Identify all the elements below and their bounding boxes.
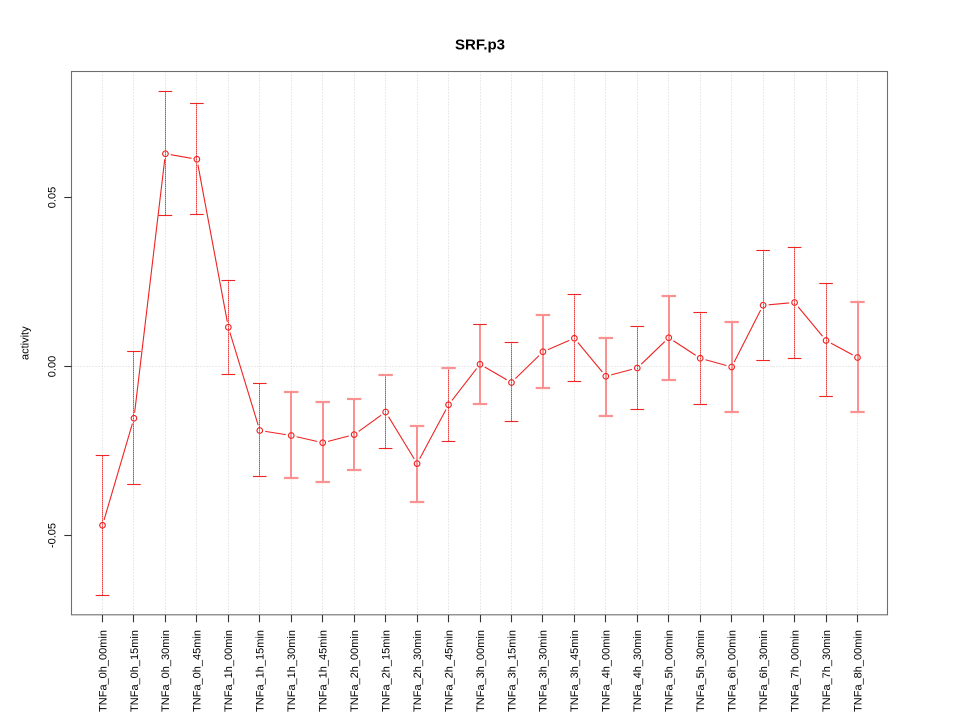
svg-text:TNFa_4h_30min: TNFa_4h_30min	[632, 630, 644, 712]
svg-text:TNFa_7h_00min: TNFa_7h_00min	[789, 630, 801, 712]
svg-text:activity: activity	[20, 326, 32, 360]
svg-text:TNFa_1h_30min: TNFa_1h_30min	[286, 630, 298, 712]
svg-text:TNFa_3h_15min: TNFa_3h_15min	[506, 630, 518, 712]
svg-text:TNFa_1h_15min: TNFa_1h_15min	[255, 630, 267, 712]
svg-text:TNFa_3h_30min: TNFa_3h_30min	[538, 630, 550, 712]
svg-text:SRF.p3: SRF.p3	[455, 36, 505, 53]
svg-text:TNFa_7h_30min: TNFa_7h_30min	[821, 630, 833, 712]
svg-text:TNFa_2h_45min: TNFa_2h_45min	[443, 630, 455, 712]
svg-text:TNFa_8h_00min: TNFa_8h_00min	[852, 630, 864, 712]
svg-text:TNFa_0h_45min: TNFa_0h_45min	[192, 630, 204, 712]
svg-text:TNFa_5h_00min: TNFa_5h_00min	[664, 630, 676, 712]
svg-text:0.00: 0.00	[47, 356, 59, 377]
svg-text:TNFa_4h_00min: TNFa_4h_00min	[601, 630, 613, 712]
svg-text:TNFa_6h_30min: TNFa_6h_30min	[758, 630, 770, 712]
svg-text:TNFa_2h_00min: TNFa_2h_00min	[349, 630, 361, 712]
svg-text:TNFa_5h_30min: TNFa_5h_30min	[695, 630, 707, 712]
svg-text:TNFa_1h_45min: TNFa_1h_45min	[318, 630, 330, 712]
svg-text:TNFa_0h_00min: TNFa_0h_00min	[97, 630, 109, 712]
svg-text:TNFa_2h_30min: TNFa_2h_30min	[412, 630, 424, 712]
svg-text:0.05: 0.05	[47, 187, 59, 208]
svg-text:TNFa_3h_00min: TNFa_3h_00min	[475, 630, 487, 712]
svg-text:TNFa_3h_45min: TNFa_3h_45min	[569, 630, 581, 712]
svg-text:TNFa_0h_30min: TNFa_0h_30min	[160, 630, 172, 712]
svg-text:-0.05: -0.05	[47, 523, 59, 548]
svg-text:TNFa_1h_00min: TNFa_1h_00min	[223, 630, 235, 712]
svg-text:TNFa_6h_00min: TNFa_6h_00min	[726, 630, 738, 712]
svg-text:TNFa_0h_15min: TNFa_0h_15min	[129, 630, 141, 712]
svg-text:TNFa_2h_15min: TNFa_2h_15min	[380, 630, 392, 712]
